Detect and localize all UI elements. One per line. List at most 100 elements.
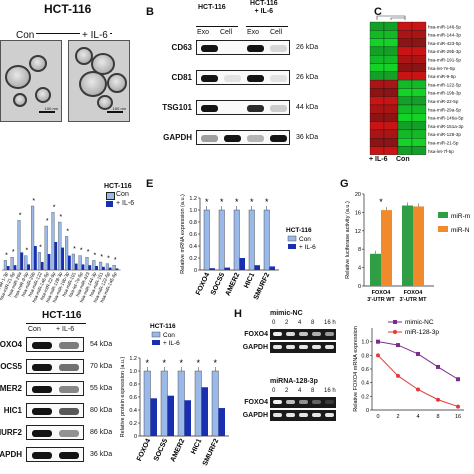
bar-con [211, 370, 219, 437]
bar-d-con [112, 265, 116, 271]
bar-d-il6 [81, 264, 85, 270]
gel-band [273, 332, 282, 336]
xtick-h: 8 [436, 414, 439, 420]
heatmap-cell [369, 46, 385, 56]
gel-band [299, 413, 308, 417]
star-d: * [94, 252, 97, 259]
gel-band [312, 345, 321, 349]
gel-row-label: FOXO4 [244, 399, 268, 406]
blot-b-band [270, 135, 287, 142]
category-label: HIC1 [243, 272, 256, 290]
heatmap-cell [397, 146, 413, 155]
gel-lane [270, 329, 336, 340]
heatmap-cell [411, 96, 427, 106]
bar-g [402, 205, 413, 286]
bar-d-con [10, 257, 14, 271]
panel-g-label: G [340, 178, 349, 190]
blot-f-band [32, 342, 52, 349]
ytick: 1.0 [189, 208, 197, 214]
heatmap-cell [397, 21, 413, 31]
bar-d-il6 [61, 247, 64, 270]
gel-band [312, 400, 321, 404]
star-d: * [32, 198, 35, 205]
heatmap-cell [411, 138, 427, 147]
blot-f-row [26, 337, 84, 352]
bar-con [203, 209, 210, 271]
heatmap-row-label: hsa-miR-9-5p [428, 74, 456, 79]
category-label-g: FOXO4 [372, 290, 392, 296]
bar-il6 [239, 258, 245, 270]
blot-f-row [26, 447, 84, 462]
heatmap-cell [369, 146, 385, 155]
bar-con [160, 370, 168, 437]
gel-band [325, 345, 334, 349]
star-d: * [66, 228, 69, 235]
star-d: * [100, 254, 103, 261]
blot-f-kda: 36 kDa [90, 451, 113, 458]
panel-e-label: E [146, 178, 154, 190]
heatmap-cell [383, 104, 399, 114]
star-d: * [60, 214, 63, 221]
bar-g [413, 206, 424, 286]
heatmap-cell [411, 146, 427, 155]
bar-d-il6 [13, 265, 17, 270]
point-h [436, 364, 440, 369]
ytick: 0.6 [129, 395, 137, 401]
gel-row-label: FOXO4 [244, 331, 268, 338]
gel-timepoint: 16 h [324, 320, 336, 326]
ytick-h: 1.0 [361, 340, 369, 346]
legend-il6: + IL-6 [163, 340, 180, 347]
gel-band [325, 400, 334, 404]
blot-b-row [196, 100, 290, 115]
gel-title: miRNA-128-3p [270, 378, 318, 385]
blot-b-kda: 44 kDa [296, 104, 319, 111]
gel-band [312, 413, 321, 417]
bar-il6 [269, 266, 275, 270]
ytick-g: 0 [358, 284, 361, 290]
star: * [220, 197, 224, 207]
heatmap-cell [411, 129, 427, 139]
heatmap-cell [369, 113, 385, 122]
point-h [416, 387, 420, 392]
heatmap-row-label: hsa-miR-22-5p [428, 99, 459, 104]
heatmap-cell [397, 55, 413, 64]
heatmap-cell [397, 46, 413, 56]
heatmap-cell [383, 121, 399, 131]
blot-b-label: CD63 [171, 43, 192, 52]
heatmap-cell [397, 30, 413, 39]
panel-b-header-left: HCT-116 [198, 4, 226, 11]
heatmap-row-label: hsa-miR-21-5p [428, 141, 459, 146]
heatmap-cell [383, 30, 399, 39]
ytick-h: 0.6 [361, 367, 369, 373]
ytick: 0.4 [189, 244, 197, 250]
gel-band [299, 345, 308, 349]
legend-il6: + IL-6 [299, 244, 316, 251]
heatmap-cell [411, 88, 427, 97]
category-label: SOCS5 [153, 438, 169, 463]
heatmap-cell [369, 55, 385, 64]
blot-b-band [224, 75, 241, 82]
legend-title: HCT-116 [286, 227, 312, 234]
heatmap-row-label: hsa-miR-191-5p [428, 58, 461, 63]
ytick: 0.2 [189, 256, 197, 262]
bar-g [381, 210, 392, 286]
gels-h: mimic-NC 0 2 4 8 16 h FOXO4 GAPDH miRNA-128-3p 0 2… [230, 310, 340, 474]
bar-il6 [184, 400, 191, 436]
bar-d-il6 [54, 242, 58, 270]
star-d: * [5, 252, 8, 259]
bar-chart-e: 1.2 1.0 0.8 0.6 0.4 0.2 0 Relative mRNA express… [180, 194, 316, 301]
blot-f-row [26, 359, 84, 374]
blot-f-label: SMURF2 [0, 428, 22, 437]
category-label: HIC1 [190, 438, 203, 456]
blot-f-band [59, 430, 79, 437]
blot-b: CD63 26 kDa CD81 26 kDa TSG101 44 kDa GAPDH 36 … [162, 40, 318, 160]
bar-con [194, 370, 202, 437]
heatmap-row-label: hsa-let-7e-5p [428, 66, 456, 71]
panel-b-header-right: HCT-116 + IL-6 [250, 0, 278, 15]
heatmap-col-il6: + IL-6 [369, 156, 388, 163]
gel-band [286, 345, 295, 349]
heatmap-cell [411, 79, 427, 89]
panel-a-il6: + IL-6 [80, 30, 110, 41]
legend-swatch-con [151, 331, 161, 338]
blot-b-label: CD81 [171, 73, 192, 82]
